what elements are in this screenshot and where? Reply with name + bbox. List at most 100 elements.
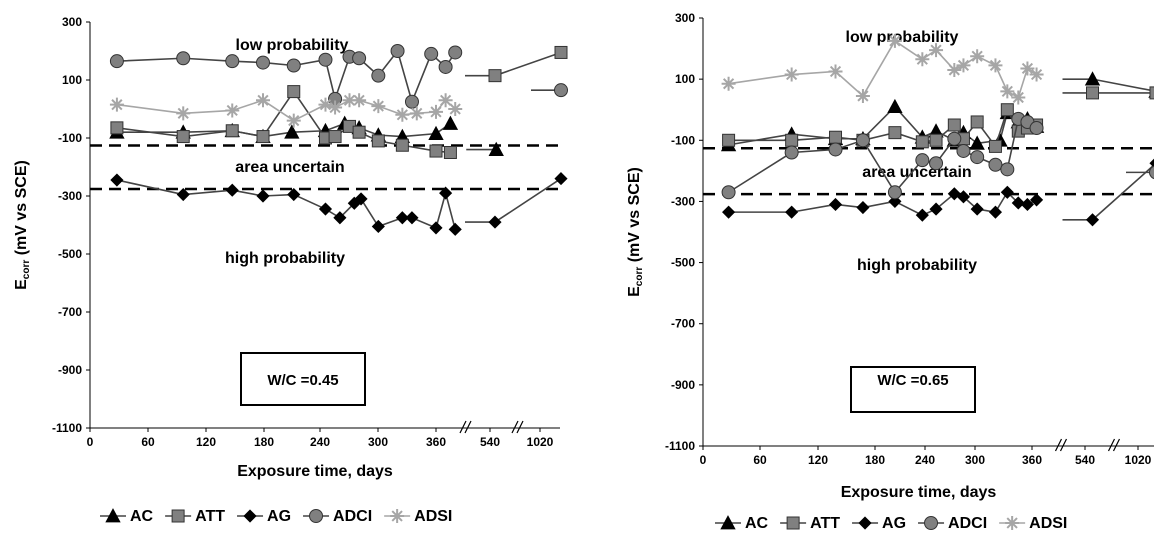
- marker-square: [555, 46, 567, 58]
- marker-circle: [372, 69, 385, 82]
- marker-star: [915, 52, 929, 66]
- marker-square: [787, 517, 799, 529]
- marker-star: [1000, 84, 1014, 98]
- series-tail-line: [1063, 79, 1154, 91]
- marker-circle: [722, 186, 735, 199]
- x-tick-label: 360: [426, 435, 446, 449]
- marker-square: [916, 136, 928, 148]
- marker-circle: [405, 95, 418, 108]
- marker-circle: [439, 60, 452, 73]
- x-tick-label: 300: [368, 435, 388, 449]
- marker-square: [353, 126, 365, 138]
- x-tick-label: 240: [915, 453, 935, 467]
- marker-circle: [177, 52, 190, 65]
- legend-label: ADCI: [948, 515, 987, 532]
- marker-star: [110, 98, 124, 112]
- series-tail-line: [465, 52, 561, 75]
- legend-label: AG: [882, 515, 906, 532]
- y-tick-label: -700: [671, 317, 695, 331]
- marker-diamond: [226, 184, 238, 196]
- x-tick-label: 0: [87, 435, 94, 449]
- marker-star: [1005, 516, 1019, 530]
- series-line: [117, 51, 455, 102]
- marker-circle: [971, 151, 984, 164]
- marker-diamond: [723, 206, 735, 218]
- x-axis-title: Exposure time, days: [841, 484, 997, 501]
- marker-diamond: [989, 206, 1001, 218]
- marker-diamond: [372, 220, 384, 232]
- y-tick-label: 100: [62, 73, 82, 87]
- marker-diamond: [244, 510, 256, 522]
- wc-label: W/C =0.45: [267, 372, 338, 389]
- marker-circle: [1001, 163, 1014, 176]
- marker-circle: [948, 132, 961, 145]
- marker-star: [287, 114, 301, 128]
- x-tick-label: 0: [700, 453, 707, 467]
- marker-star: [1030, 68, 1044, 82]
- marker-circle: [829, 143, 842, 156]
- marker-circle: [425, 47, 438, 60]
- marker-square: [1087, 87, 1099, 99]
- series-adci: [722, 112, 1154, 198]
- marker-square: [830, 131, 842, 143]
- y-tick-label: -500: [58, 247, 82, 261]
- y-tick-label: -100: [58, 131, 82, 145]
- y-tick-label: -300: [671, 194, 695, 208]
- marker-square: [889, 127, 901, 139]
- marker-square: [288, 86, 300, 98]
- zone-low-label: low probability: [236, 37, 349, 54]
- y-tick-label: -700: [58, 305, 82, 319]
- legend-label: ADSI: [1029, 515, 1067, 532]
- marker-circle: [930, 157, 943, 170]
- marker-square: [257, 131, 269, 143]
- marker-star: [448, 102, 462, 116]
- marker-square: [177, 131, 189, 143]
- marker-star: [395, 108, 409, 122]
- y-tick-label: 100: [675, 72, 695, 86]
- wc-label: W/C =0.65: [877, 372, 948, 389]
- y-axis-title: Ecorr (mV vs SCE): [626, 167, 645, 297]
- y-tick-label: 300: [62, 15, 82, 29]
- series-att: [723, 87, 1154, 152]
- x-tick-label: 120: [196, 435, 216, 449]
- axis-break-mark: [512, 421, 523, 433]
- y-tick-label: -900: [671, 378, 695, 392]
- legend-label: ATT: [810, 515, 840, 532]
- x-tick-label: 1020: [1125, 453, 1152, 467]
- marker-diamond: [489, 216, 501, 228]
- marker-circle: [391, 45, 404, 58]
- marker-circle: [925, 517, 938, 530]
- y-tick-label: -1100: [52, 421, 82, 435]
- marker-circle: [856, 134, 869, 147]
- x-tick-label: 180: [865, 453, 885, 467]
- y-tick-label: -100: [671, 133, 695, 147]
- marker-circle: [957, 144, 970, 157]
- marker-star: [176, 106, 190, 120]
- marker-square: [489, 70, 501, 82]
- x-tick-label: 60: [141, 435, 155, 449]
- marker-circle: [1030, 122, 1043, 135]
- legend-label: ADCI: [333, 508, 372, 525]
- x-tick-label: 240: [310, 435, 330, 449]
- axis-break-mark: [460, 421, 471, 433]
- marker-triangle: [888, 100, 902, 113]
- marker-diamond: [111, 174, 123, 186]
- marker-diamond: [430, 222, 442, 234]
- marker-circle: [989, 158, 1002, 171]
- legend-label: AG: [267, 508, 291, 525]
- marker-star: [988, 58, 1002, 72]
- marker-star: [328, 101, 342, 115]
- x-tick-label: 1020: [527, 435, 554, 449]
- marker-circle: [110, 55, 123, 68]
- marker-star: [429, 105, 443, 119]
- y-tick-label: -1100: [665, 439, 695, 453]
- marker-diamond: [319, 203, 331, 215]
- marker-triangle: [429, 127, 443, 140]
- marker-square: [172, 510, 184, 522]
- legend-label: ATT: [195, 508, 225, 525]
- series-tail-line: [465, 179, 561, 223]
- x-tick-label: 120: [808, 453, 828, 467]
- x-tick-label: 60: [753, 453, 767, 467]
